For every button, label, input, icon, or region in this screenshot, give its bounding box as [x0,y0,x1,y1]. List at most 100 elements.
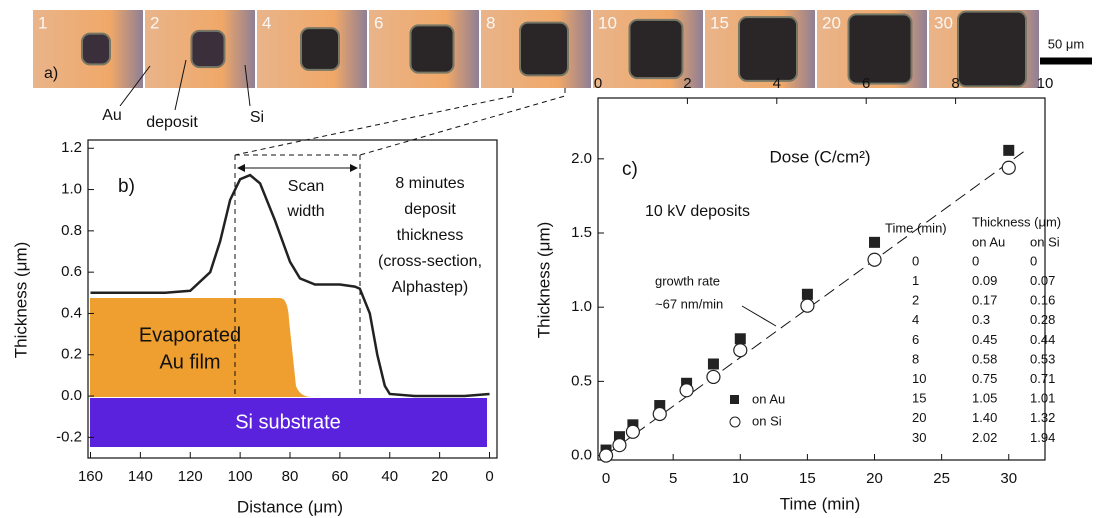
au-film [90,298,312,397]
table-cell: 0.16 [1030,293,1055,308]
table-cell: 0.28 [1030,312,1055,327]
x-tick-label: 100 [228,468,253,485]
marker-au [1003,144,1015,156]
marker-au [734,333,746,345]
marker-si [733,343,748,358]
deposit [957,10,1027,88]
y-tick-label: 0.6 [61,263,82,280]
x2-tick-label: 8 [951,75,959,92]
x-tick-label: 10 [732,470,749,487]
legend-label: on Au [752,391,785,406]
y-tick-label: -0.2 [56,428,82,445]
annotation: thickness [397,227,464,244]
annotation: (cross-section, [378,253,482,270]
table-cell: 0.58 [972,351,997,366]
deposit [519,21,569,77]
deposit [409,24,455,74]
x2-tick-label: 0 [594,75,602,92]
y-tick-label: 0.0 [571,447,592,464]
table-cell: 10 [912,371,926,386]
table-cell: 1.94 [1030,430,1055,445]
table-cell: 1.40 [972,410,997,425]
x2-axis-label: Dose (C/cm²) [769,147,870,166]
y-tick-label: 0.2 [61,346,82,363]
table-cell: 0.17 [972,293,997,308]
table-cell: 0.75 [972,371,997,386]
table-cell: 4 [912,312,919,327]
table-cell: 1 [912,273,919,288]
marker-si [625,424,641,439]
x-tick-label: 160 [78,468,103,485]
x2-tick-label: 6 [862,75,870,92]
fit-line [605,149,1027,456]
panel-label: b) [118,176,135,197]
si-substrate [90,398,487,447]
y-tick-label: 1.5 [571,224,592,241]
marker-si [679,383,694,398]
marker-au [613,431,625,443]
legend-marker [729,416,741,428]
annotation-pointer [741,305,777,327]
table-cell: 0.45 [972,332,997,347]
scan-edge [234,155,361,396]
x-tick-label: 5 [669,470,677,487]
table-cell: 15 [912,391,926,406]
panel-label: a) [44,65,58,82]
x2-tick-label: 10 [1037,75,1054,92]
table-cell: 0.71 [1030,371,1055,386]
annotation: Alphastep) [392,279,469,296]
x-tick-label: 25 [933,470,950,487]
table-cell: 1.05 [972,391,997,406]
y-tick-label: 0.4 [61,304,82,321]
x-tick-label: 120 [178,468,203,485]
callout: Au [102,107,122,124]
x-tick-label: 20 [866,470,883,487]
table-cell: 0 [1030,253,1037,268]
table-cell: 8 [912,351,919,366]
callout-line [119,65,151,107]
frame-label: 10 [598,13,617,32]
x-tick-label: 140 [128,468,153,485]
frame-label: 8 [486,13,495,32]
table-cell: 0.3 [972,312,990,327]
plot-frame [87,139,498,459]
x-tick-label: 0 [602,470,610,487]
marker-si [612,438,627,453]
table-cell: 6 [912,332,919,347]
annotation: Scan [288,178,324,195]
frame-label: 4 [262,13,271,32]
annotation: 10 kV deposits [645,203,750,220]
callout: Si [250,109,264,126]
frame-label: 2 [150,13,159,32]
y-tick-label: 1.2 [61,139,82,156]
table-cell: 30 [912,430,926,445]
legend-label: on Si [752,413,782,428]
deposit [738,16,798,82]
annotation: growth rate [655,273,720,288]
annotation: ~67 nm/min [655,296,723,311]
x-tick-label: 40 [381,468,398,485]
deposit [847,13,913,85]
marker-au [801,288,813,300]
table-cell: 0.07 [1030,273,1055,288]
y-tick-label: 1.0 [571,298,592,315]
x-tick-label: 30 [1000,470,1017,487]
table-cell: 2 [912,293,919,308]
deposit [81,32,111,66]
y-tick-label: 0.5 [571,372,592,389]
table-cell: 0.09 [972,273,997,288]
table-header: Thickness (μm) [972,214,1061,229]
table-cell: 0.53 [1030,351,1055,366]
y-tick-label: 0.0 [61,387,82,404]
x-axis-label: Time (min) [780,494,861,513]
connector [234,88,566,156]
marker-si [706,369,721,385]
table-header: Time (min) [885,220,947,235]
marker-si [1001,160,1016,175]
y-tick-label: 0.8 [61,222,82,239]
si-label: Si substrate [235,411,341,433]
marker-au [707,358,719,370]
table-header: on Au [972,234,1005,249]
au-film-label: Au film [159,351,220,373]
